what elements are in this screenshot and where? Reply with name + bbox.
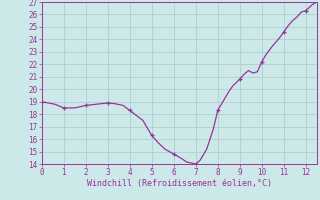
X-axis label: Windchill (Refroidissement éolien,°C): Windchill (Refroidissement éolien,°C) <box>87 179 272 188</box>
